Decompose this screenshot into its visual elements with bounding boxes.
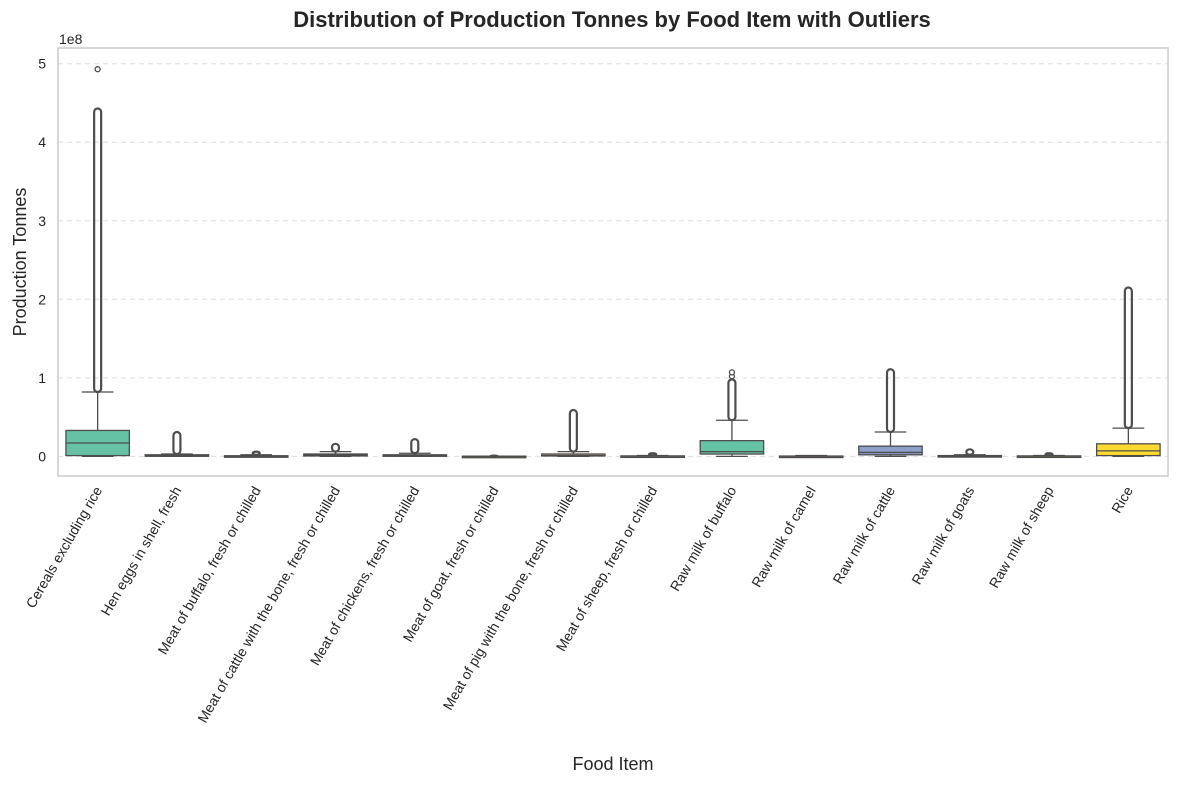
box-group <box>65 66 131 458</box>
y-tick-label: 3 <box>38 213 46 229</box>
outlier-band <box>489 454 499 458</box>
outlier-band <box>251 450 261 456</box>
x-tick-label: Raw milk of goats <box>908 484 977 588</box>
box-group <box>540 408 606 458</box>
box-group <box>1095 286 1161 458</box>
box-iqr <box>858 445 923 456</box>
box-layer <box>65 66 1161 459</box>
box-group <box>303 442 368 458</box>
x-tick-label: Hen eggs in shell, fresh <box>98 484 185 619</box>
x-tick-label: Meat of pig with the bone, fresh or chil… <box>439 484 580 713</box>
box-group <box>223 450 289 458</box>
plot-frame <box>57 47 1169 477</box>
y-tick-label: 5 <box>38 56 46 72</box>
x-tick-label: Raw milk of buffalo <box>667 483 740 593</box>
box-group <box>937 448 1003 458</box>
x-tick-label: Meat of cattle with the bone, fresh or c… <box>194 484 343 726</box>
box-group <box>858 368 923 458</box>
box-group <box>620 452 686 459</box>
outlier-band <box>727 378 737 422</box>
x-tick-label: Raw milk of sheep <box>986 483 1057 590</box>
x-tick-label: Cereals excluding rice <box>23 483 106 610</box>
box-group <box>1016 452 1082 459</box>
outlier-band <box>330 442 341 453</box>
outlier-band <box>1044 452 1054 457</box>
box-group <box>778 454 844 459</box>
box-group <box>699 369 765 458</box>
y-tick-label: 2 <box>38 291 46 307</box>
outlier-band <box>568 408 578 453</box>
y-tick-label: 4 <box>38 134 46 150</box>
outlier-point <box>728 369 736 376</box>
y-axis-label: Production Tonnes <box>10 188 30 337</box>
outlier-band <box>965 448 975 456</box>
y-tick-label: 0 <box>38 448 46 464</box>
y-offset-label: 1e8 <box>59 31 83 47</box>
x-tick-label: Raw milk of camel <box>748 484 819 590</box>
outlier-band <box>885 368 896 434</box>
grid-layer <box>58 63 1168 457</box>
y-tick-label: 1 <box>38 370 46 386</box>
outlier-band <box>172 430 182 456</box>
box-iqr <box>699 440 765 455</box>
box-iqr <box>1095 443 1161 457</box>
x-tick-label: Meat of goat, fresh or chilled <box>399 484 501 645</box>
outlier-point <box>94 66 101 73</box>
x-tick-label: Raw milk of cattle <box>829 483 898 586</box>
x-tick-label: Rice <box>1108 483 1136 515</box>
outlier-band <box>93 107 103 394</box>
outlier-band <box>1123 286 1133 430</box>
outlier-band <box>648 452 658 457</box>
box-group <box>382 437 448 458</box>
outlier-band <box>410 437 420 455</box>
chart-title: Distribution of Production Tonnes by Foo… <box>293 7 931 32</box>
x-axis-label: Food Item <box>572 754 653 774</box>
box-group <box>461 454 527 459</box>
box-group <box>144 430 210 458</box>
